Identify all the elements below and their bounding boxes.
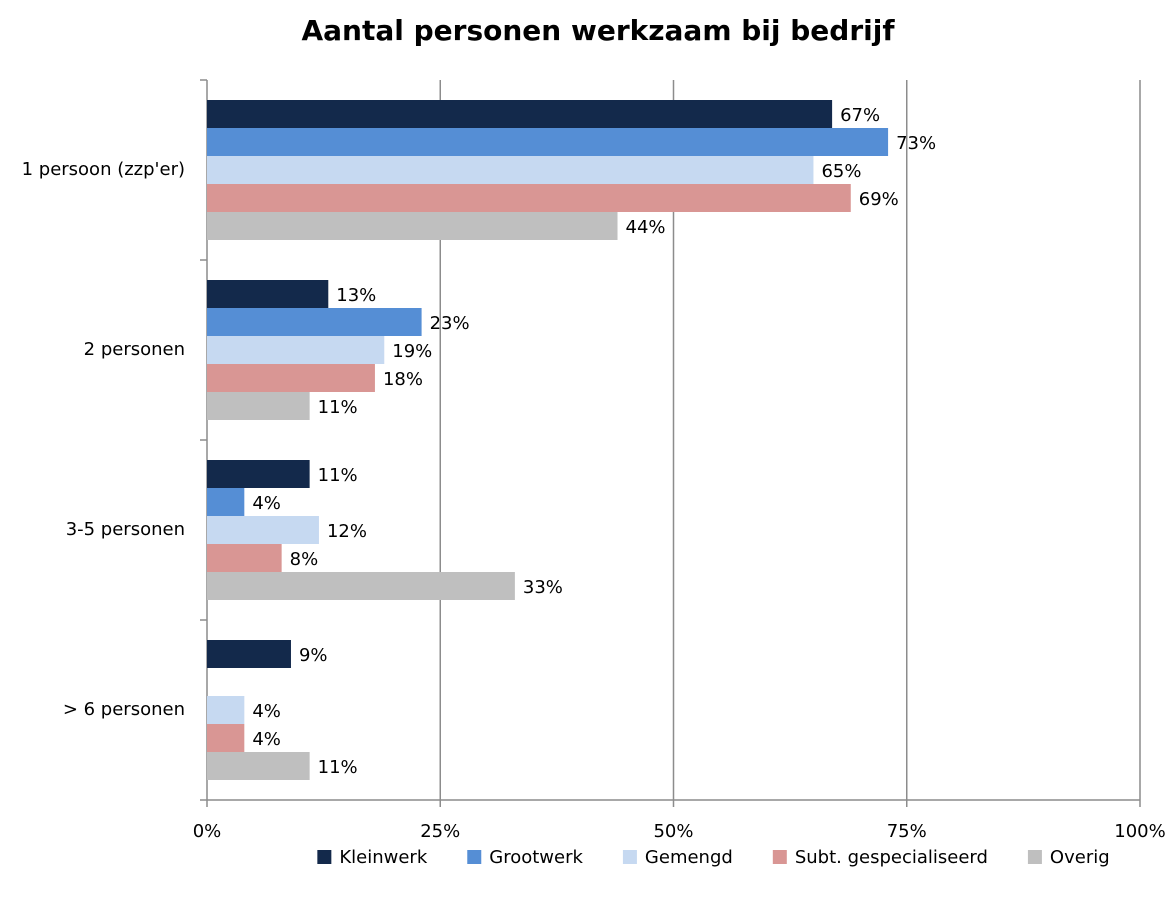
x-tick-label: 50%	[653, 821, 693, 842]
x-tick-label: 100%	[1114, 821, 1165, 842]
data-label: 9%	[299, 645, 328, 666]
legend-swatch	[467, 850, 482, 864]
data-label: 18%	[383, 369, 423, 390]
data-label: 73%	[896, 133, 936, 154]
y-tick-label: 1 persoon (zzp'er)	[22, 159, 185, 180]
data-label: 11%	[318, 465, 358, 486]
bar	[207, 156, 814, 184]
legend-label: Kleinwerk	[339, 847, 427, 868]
bar	[207, 696, 245, 724]
bar	[207, 752, 310, 780]
legend-swatch	[1027, 850, 1042, 864]
x-tick-label: 75%	[887, 821, 927, 842]
bar	[207, 100, 833, 128]
data-label: 8%	[290, 549, 319, 570]
legend-label: Overig	[1050, 847, 1110, 868]
data-label: 33%	[523, 577, 563, 598]
data-label: 13%	[336, 285, 376, 306]
bar	[207, 280, 329, 308]
bar	[207, 640, 291, 668]
bar	[207, 544, 282, 572]
legend-label: Grootwerk	[489, 847, 583, 868]
bar	[207, 184, 851, 212]
data-label: 69%	[859, 189, 899, 210]
bar	[207, 308, 422, 336]
data-label: 44%	[626, 217, 666, 238]
y-tick-label: 3-5 personen	[66, 519, 185, 540]
bar	[207, 128, 889, 156]
data-label: 4%	[252, 701, 281, 722]
data-label: 12%	[327, 521, 367, 542]
legend-swatch	[772, 850, 787, 864]
data-label: 4%	[252, 493, 281, 514]
data-label: 67%	[840, 105, 880, 126]
data-label: 19%	[392, 341, 432, 362]
bar	[207, 364, 375, 392]
legend-label: Subt. gespecialiseerd	[795, 847, 988, 868]
x-tick-label: 0%	[193, 821, 222, 842]
y-tick-label: > 6 personen	[63, 699, 185, 720]
data-label: 11%	[318, 757, 358, 778]
bar	[207, 212, 618, 240]
bar	[207, 724, 245, 752]
chart-title: Aantal personen werkzaam bij bedrijf	[301, 14, 895, 47]
bar	[207, 516, 319, 544]
data-label: 23%	[430, 313, 470, 334]
bar	[207, 488, 245, 516]
y-tick-label: 2 personen	[84, 339, 185, 360]
x-tick-label: 25%	[420, 821, 460, 842]
data-label: 11%	[318, 397, 358, 418]
bar	[207, 336, 385, 364]
bar	[207, 460, 310, 488]
legend-label: Gemengd	[645, 847, 733, 868]
data-label: 65%	[821, 161, 861, 182]
legend-swatch	[622, 850, 637, 864]
bar	[207, 572, 515, 600]
data-label: 4%	[252, 729, 281, 750]
bar	[207, 392, 310, 420]
legend-swatch	[317, 850, 332, 864]
